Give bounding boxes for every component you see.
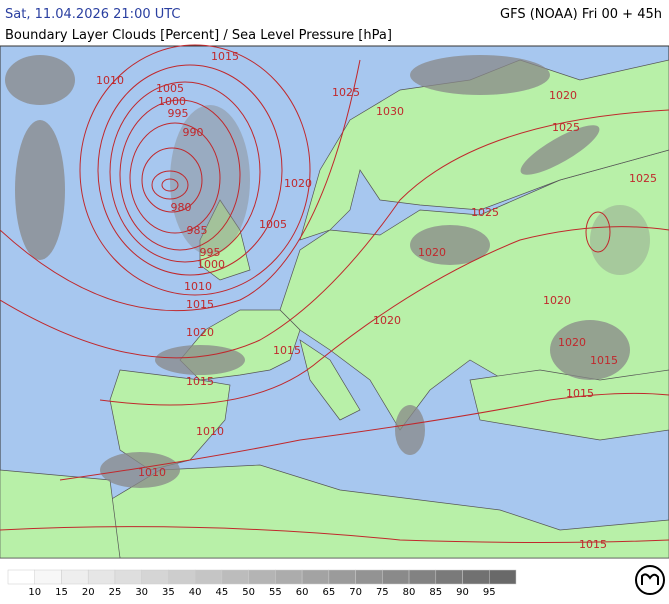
colorbar-swatch <box>194 569 223 585</box>
isobar-label: 995 <box>168 107 189 120</box>
isobar-label: 1010 <box>96 74 124 87</box>
isobar-label: 1020 <box>186 326 214 339</box>
colorbar-swatch <box>328 569 356 585</box>
colorbar-swatch <box>87 569 116 585</box>
colorbar: 10 15 20 25 30 35 40 45 50 55 60 65 70 75 80 85 90 95 <box>7 569 517 598</box>
colorbar-swatch <box>435 569 463 585</box>
isobar-label: 1000 <box>158 95 186 108</box>
map: 1015101010051000995990980985995100010101… <box>0 44 669 559</box>
isobar-label: 1025 <box>629 172 657 185</box>
colorbar-label: 75 <box>376 587 389 598</box>
colorbar-label: 10 <box>28 587 41 598</box>
colorbar-label: 95 <box>483 587 496 598</box>
isobar-label: 1020 <box>558 336 586 349</box>
model-run: GFS (NOAA) Fri 00 + 45h <box>500 7 662 22</box>
isobar-label: 1015 <box>579 538 607 551</box>
colorbar-swatch <box>489 569 517 585</box>
isobar-labels: 1015101010051000995990980985995100010101… <box>96 50 657 551</box>
isobar-label: 1020 <box>549 89 577 102</box>
colorbar-label: 80 <box>403 587 416 598</box>
colorbar-label: 35 <box>162 587 175 598</box>
colorbar-swatch <box>248 569 276 585</box>
isobar-label: 1015 <box>590 354 618 367</box>
colorbar-label: 15 <box>55 587 68 598</box>
isobar-label: 995 <box>200 246 221 259</box>
colorbar-swatch <box>61 569 89 585</box>
isobar-label: 1015 <box>186 298 214 311</box>
colorbar-label: 90 <box>456 587 469 598</box>
isobar-label: 1015 <box>186 375 214 388</box>
colorbar-swatch <box>34 569 62 585</box>
isobar-label: 1020 <box>284 177 312 190</box>
subtitle: Boundary Layer Clouds [Percent] / Sea Le… <box>5 28 392 43</box>
isobar-label: 980 <box>171 201 192 214</box>
colorbar-swatch <box>408 569 437 585</box>
isobar-label: 1025 <box>332 86 360 99</box>
colorbar-label: 65 <box>322 587 335 598</box>
isobar-label: 1020 <box>418 246 446 259</box>
isobar-label: 1030 <box>376 105 404 118</box>
isobar-label: 1015 <box>273 344 301 357</box>
isobar-label: 1010 <box>184 280 212 293</box>
valid-time: Sat, 11.04.2026 21:00 UTC <box>5 7 181 22</box>
colorbar-label: 55 <box>269 587 282 598</box>
colorbar-swatch <box>275 569 303 585</box>
isobar-label: 1010 <box>138 466 166 479</box>
colorbar-label: 60 <box>296 587 309 598</box>
isobar-label: 1000 <box>197 258 225 271</box>
colorbar-swatch <box>221 569 249 585</box>
colorbar-label: 70 <box>349 587 362 598</box>
isobar-label: 1015 <box>566 387 594 400</box>
colorbar-swatch <box>168 569 196 585</box>
isobar-label: 1010 <box>196 425 224 438</box>
colorbar-swatch <box>141 569 169 585</box>
isobar-label: 990 <box>183 126 204 139</box>
colorbar-swatch <box>7 569 35 585</box>
logo <box>635 565 665 595</box>
isobar-label: 1020 <box>543 294 571 307</box>
colorbar-swatch <box>114 569 142 585</box>
colorbar-label: 85 <box>429 587 442 598</box>
colorbar-swatch <box>355 569 383 585</box>
colorbar-label: 50 <box>242 587 255 598</box>
colorbar-label: 20 <box>82 587 95 598</box>
isobars <box>0 44 669 543</box>
colorbar-label: 25 <box>109 587 122 598</box>
isobar-label: 1025 <box>471 206 499 219</box>
isobar-label: 1025 <box>552 121 580 134</box>
isobar-label: 1015 <box>211 50 239 63</box>
colorbar-label: 40 <box>189 587 202 598</box>
colorbar-swatch <box>462 569 490 585</box>
colorbar-swatch <box>382 569 410 585</box>
isobar-label: 1005 <box>259 218 287 231</box>
colorbar-label: 45 <box>216 587 229 598</box>
isobar-label: 1020 <box>373 314 401 327</box>
colorbar-swatch <box>301 569 330 585</box>
isobar-label: 1005 <box>156 82 184 95</box>
colorbar-label: 30 <box>135 587 148 598</box>
isobar-label: 985 <box>187 224 208 237</box>
land <box>0 59 669 559</box>
